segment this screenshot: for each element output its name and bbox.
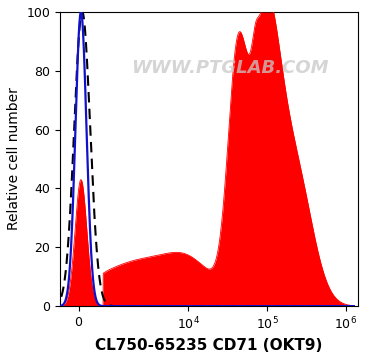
Text: WWW.PTGLAB.COM: WWW.PTGLAB.COM <box>131 59 328 77</box>
X-axis label: CL750-65235 CD71 (OKT9): CL750-65235 CD71 (OKT9) <box>95 338 323 353</box>
Y-axis label: Relative cell number: Relative cell number <box>7 87 21 230</box>
